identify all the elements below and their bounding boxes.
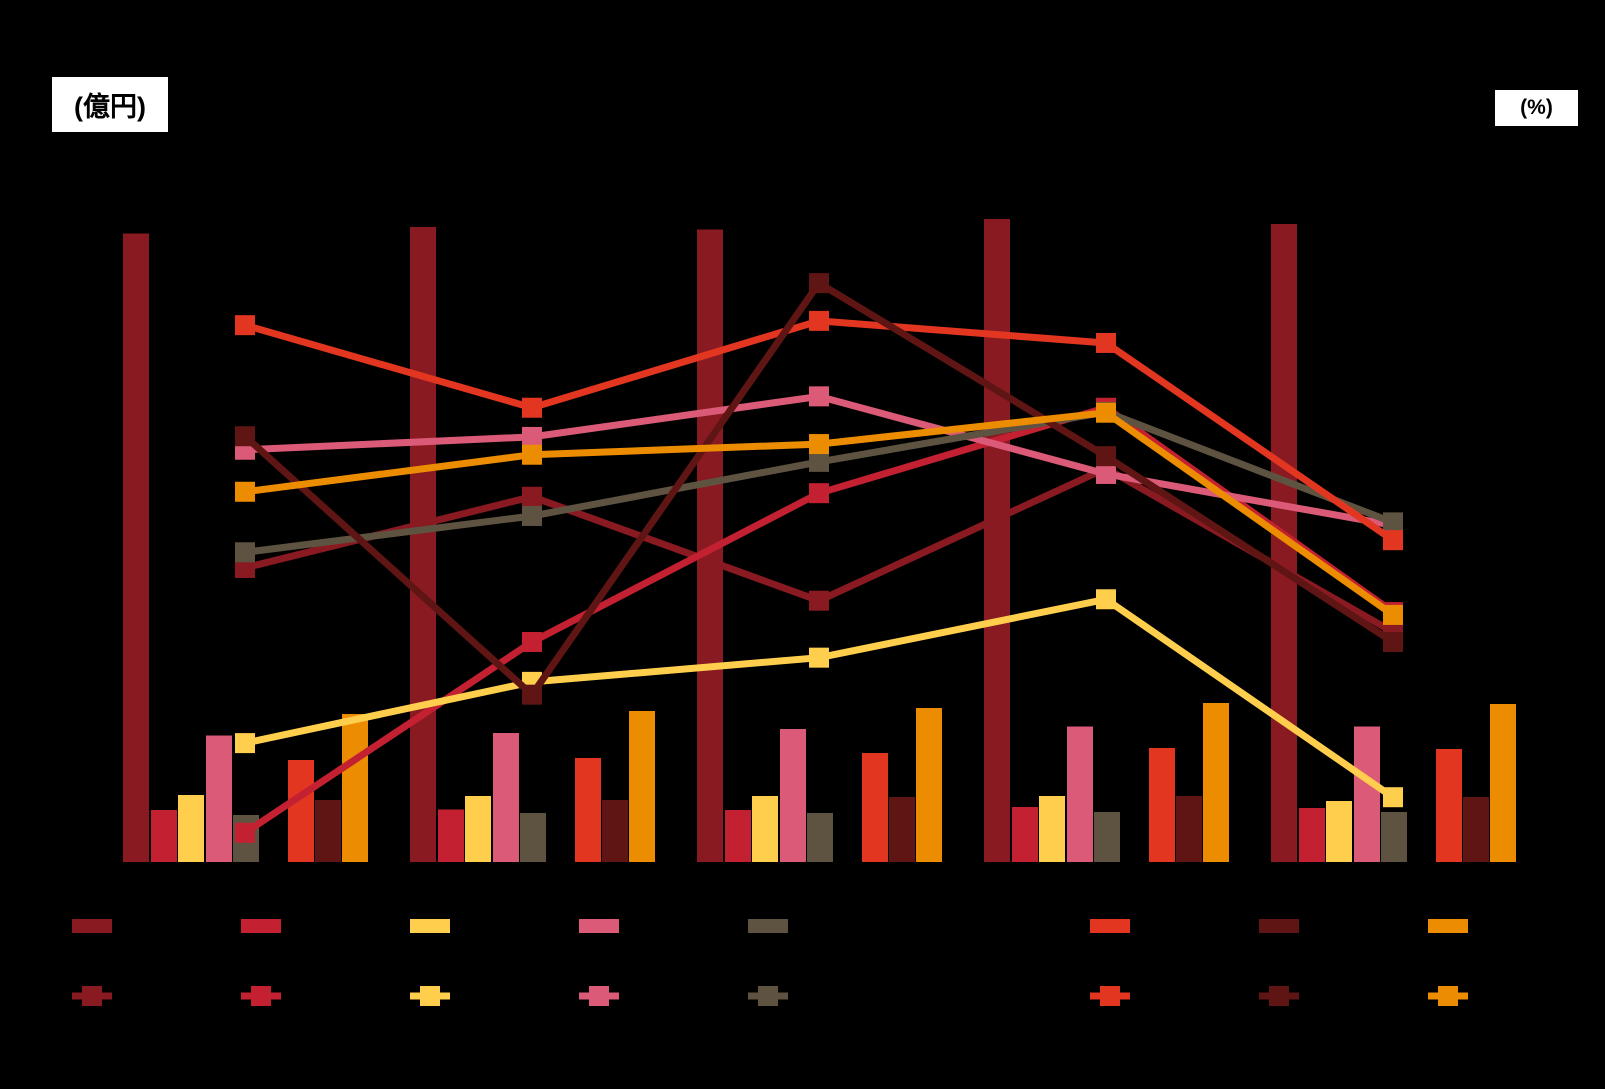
bar-olive-bar [1094, 812, 1120, 862]
legend-bar-swatch-7 [1259, 919, 1299, 933]
bar-red-orange-bar [862, 753, 888, 862]
left-axis-unit-label: (億円) [52, 77, 168, 132]
bar-crimson-bar [1299, 807, 1325, 862]
bar-orange-bar [1490, 703, 1516, 862]
line-dark-brown-marker [1096, 446, 1116, 467]
legend-bar-swatch-1 [72, 919, 112, 933]
legend-bar-swatch-8 [1428, 919, 1468, 933]
line-pink-marker [809, 386, 829, 407]
bar-pink-bar [780, 728, 806, 862]
bar-pink-bar [1067, 726, 1093, 862]
legend-line-marker-3 [420, 986, 440, 1006]
line-orange-marker [1096, 402, 1116, 423]
bar-crimson-bar [438, 809, 464, 862]
line-yellow-marker [1383, 787, 1403, 808]
bar-red-orange-bar [1149, 748, 1175, 862]
legend-line-marker-6 [1100, 986, 1120, 1006]
bar-yellow-bar [178, 795, 204, 862]
line-dark-brown-marker [1383, 631, 1403, 652]
bar-red-orange-bar [1436, 748, 1462, 862]
bar-red-orange-bar [288, 760, 314, 862]
line-red-orange-marker [235, 315, 255, 336]
bar-orange-bar [916, 708, 942, 862]
line-red-orange-marker [522, 397, 542, 418]
legend-bar-swatch-6 [1090, 919, 1130, 933]
line-red-orange-marker [1383, 530, 1403, 551]
line-orange-marker [522, 444, 542, 465]
bar-orange-bar [1203, 703, 1229, 862]
legend-bar-swatch-5 [748, 919, 788, 933]
legend-bar-swatch-3 [410, 919, 450, 933]
line-olive-marker [522, 505, 542, 526]
bar-crimson-bar [1012, 807, 1038, 862]
line-olive-marker [235, 542, 255, 563]
bar-dark-red-bar [410, 226, 436, 862]
line-pink-marker [522, 426, 542, 447]
legend-line-marker-2 [251, 986, 271, 1006]
bar-dark-red-bar [984, 219, 1010, 863]
bar-yellow-bar [1039, 795, 1065, 862]
bar-pink-bar [206, 735, 232, 862]
line-orange-marker [809, 434, 829, 455]
bar-yellow-bar [465, 795, 491, 862]
line-dark-red-marker [809, 590, 829, 611]
line-yellow-marker [1096, 589, 1116, 610]
bar-orange-bar [342, 713, 368, 862]
line-dark-brown-marker [522, 684, 542, 705]
line-dark-brown-marker [235, 426, 255, 447]
line-crimson-marker [235, 822, 255, 843]
bar-orange-bar [629, 711, 655, 862]
legend-bar-swatch-4 [579, 919, 619, 933]
line-olive-marker [809, 451, 829, 472]
bar-dark-brown-bar [1463, 797, 1489, 862]
bar-pink-bar [1354, 726, 1380, 862]
bar-dark-brown-bar [889, 797, 915, 862]
line-red-orange-marker [1096, 332, 1116, 353]
bar-dark-brown-bar [315, 800, 341, 862]
bar-olive-bar [1381, 812, 1407, 862]
line-yellow-marker [809, 647, 829, 668]
bar-dark-brown-bar [1176, 795, 1202, 862]
legend-bar-swatch-2 [241, 919, 281, 933]
legend-line-marker-8 [1438, 986, 1458, 1006]
line-dark-red-marker [235, 557, 255, 578]
line-crimson-marker [809, 483, 829, 504]
legend-line-marker-1 [82, 986, 102, 1006]
line-olive-marker [1383, 512, 1403, 533]
line-red-orange-marker [809, 310, 829, 331]
bar-dark-brown-bar [602, 800, 628, 862]
bar-crimson-bar [725, 810, 751, 862]
right-axis-unit-label: (%) [1495, 90, 1578, 126]
line-crimson-marker [522, 631, 542, 652]
legend-line-marker-5 [758, 986, 778, 1006]
line-yellow-marker [235, 733, 255, 754]
line-dark-brown-marker [809, 273, 829, 294]
legend-line-marker-4 [589, 986, 609, 1006]
bar-crimson-bar [151, 810, 177, 862]
bar-dark-red-bar [123, 233, 149, 862]
bar-pink-bar [493, 733, 519, 862]
bar-yellow-bar [752, 795, 778, 862]
line-pink-marker [1096, 463, 1116, 484]
line-orange-marker [235, 481, 255, 502]
legend-line-marker-7 [1269, 986, 1289, 1006]
line-dark-red-marker [522, 486, 542, 507]
bar-yellow-bar [1326, 800, 1352, 862]
line-orange-marker [1383, 604, 1403, 625]
bar-olive-bar [807, 812, 833, 862]
bar-olive-bar [520, 812, 546, 862]
bar-red-orange-bar [575, 758, 601, 862]
